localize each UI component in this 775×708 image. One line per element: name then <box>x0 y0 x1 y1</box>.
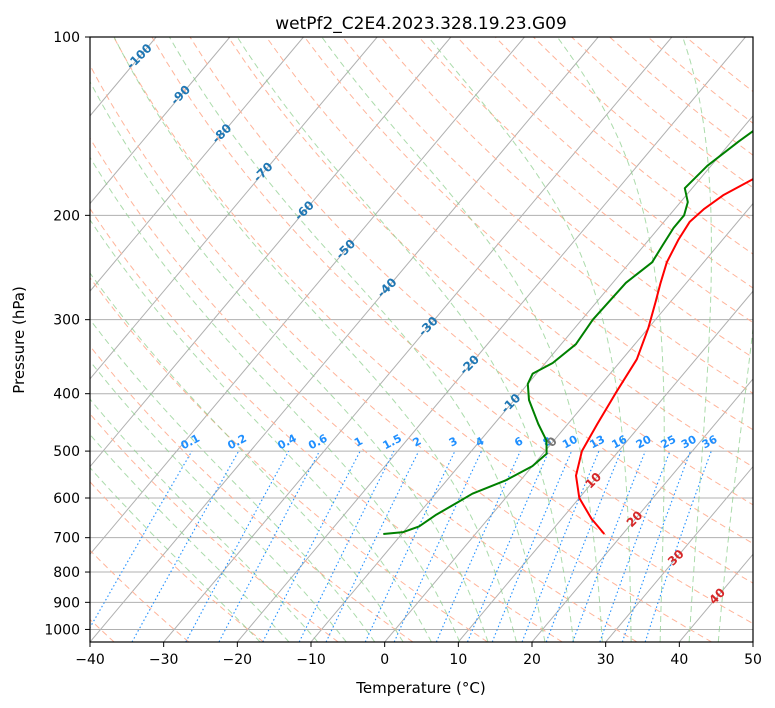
y-tick-label: 100 <box>53 30 80 46</box>
dry-adiabat-line <box>113 37 753 625</box>
mixing-ratio-label: 16 <box>610 433 630 452</box>
y-tick-label: 1000 <box>44 622 80 638</box>
dry-adiabat-line <box>151 37 753 584</box>
moist-adiabat-line <box>90 318 376 642</box>
mixing-ratio-line <box>621 450 692 642</box>
y-tick-label: 600 <box>53 491 80 507</box>
mixing-ratio-line <box>572 450 646 642</box>
y-tick-label: 900 <box>53 595 80 611</box>
x-tick-label: 0 <box>380 652 389 668</box>
y-tick-label: 700 <box>53 531 80 547</box>
mixing-ratio-line <box>491 450 573 642</box>
dry-adiabat-line <box>90 549 190 642</box>
y-axis: 100 200 300 400 500 600 700 800 900 1000 <box>44 30 90 638</box>
dry-adiabat-line <box>456 37 753 289</box>
moist-adiabat-line <box>90 218 432 642</box>
isotherm-line <box>531 378 753 642</box>
moist-adiabat-line <box>682 37 712 642</box>
dry-adiabat-line <box>90 345 414 642</box>
moist-adiabat-line <box>428 37 632 642</box>
x-tick-label: 20 <box>523 652 541 668</box>
x-tick-label: −40 <box>75 652 105 668</box>
isotherm-line <box>90 37 304 292</box>
y-tick-label: 400 <box>53 387 80 403</box>
mixing-ratio-line <box>185 450 290 642</box>
isotherm-line <box>605 465 753 642</box>
moist-adiabat-line <box>556 37 665 642</box>
mixing-ratio-line <box>131 450 240 642</box>
mixing-ratio-label: 10 <box>560 433 580 452</box>
x-tick-label: −20 <box>223 652 253 668</box>
dry-adiabat-line <box>90 276 488 642</box>
plot-frame <box>89 36 754 643</box>
dry-adiabat-line <box>227 37 753 506</box>
x-tick-label: 10 <box>449 652 467 668</box>
dry-adiabat-line <box>265 37 753 468</box>
isotherm-line <box>90 37 525 556</box>
dry-adiabat-line <box>418 37 753 324</box>
dewpoint-profile-line <box>383 129 753 535</box>
isotherm-line <box>90 37 231 205</box>
x-tick-label: 40 <box>670 652 688 668</box>
y-axis-label: Pressure (hPa) <box>10 286 28 394</box>
isotherm-line <box>236 37 746 642</box>
plot-area: 0.1 0.2 0.4 0.6 1 1.5 2 3 4 6 8 10 13 16 20 25 30 36-100-… <box>90 37 753 642</box>
mixing-ratio-line <box>435 450 521 642</box>
mixing-ratio-label: 30 <box>679 433 699 452</box>
mixing-ratio-line <box>218 450 320 642</box>
x-tick-label: −30 <box>149 652 179 668</box>
isotherm-line <box>163 37 673 642</box>
dry-adiabat-line <box>90 64 712 642</box>
moist-adiabat-line <box>90 80 489 642</box>
mixing-ratio-label: 25 <box>659 433 679 452</box>
moist-adiabat-line <box>113 37 517 642</box>
isotherm-line <box>384 202 753 642</box>
x-axis: −40 −30 −20 −10 0 10 20 30 40 50 <box>75 642 762 668</box>
moist-adiabat-line <box>90 398 319 642</box>
isotherm-line <box>457 290 753 642</box>
mixing-ratio-line <box>262 450 361 642</box>
mixing-ratio-label: 13 <box>587 433 607 452</box>
y-tick-label: 200 <box>53 208 80 224</box>
moist-adiabat-line <box>90 156 461 642</box>
y-tick-label: 500 <box>53 444 80 460</box>
x-axis-label: Temperature (°C) <box>355 679 485 697</box>
chart-title: wetPf2_C2E4.2023.328.19.23.G09 <box>275 14 567 34</box>
mixing-ratio-line <box>599 450 671 642</box>
moist-adiabat-line <box>168 37 546 642</box>
temperature-profile-line <box>575 177 753 535</box>
mixing-ratio-line <box>298 450 395 642</box>
isotherm-line <box>90 37 378 380</box>
x-tick-label: 50 <box>744 652 762 668</box>
mixing-ratio-line <box>521 450 600 642</box>
mixing-ratio-label: 20 <box>634 433 654 452</box>
mixing-ratio-line <box>545 450 622 642</box>
isotherm-line <box>90 37 599 642</box>
x-tick-label: −10 <box>296 652 326 668</box>
mixing-ratio-label: 36 <box>700 433 720 452</box>
mixing-ratio-line <box>644 450 712 642</box>
x-tick-label: 30 <box>597 652 615 668</box>
y-tick-label: 300 <box>53 313 80 329</box>
moist-adiabat-line <box>90 360 347 642</box>
mixing-ratio-line <box>466 450 550 642</box>
isotherm-line <box>90 37 452 468</box>
dry-adiabat-line <box>189 37 753 545</box>
moist-adiabat-line <box>321 37 603 642</box>
moist-adiabat-line <box>236 37 575 642</box>
moist-adiabat-line <box>90 272 404 642</box>
y-tick-label: 800 <box>53 565 80 581</box>
moist-adiabat-line <box>717 324 753 642</box>
